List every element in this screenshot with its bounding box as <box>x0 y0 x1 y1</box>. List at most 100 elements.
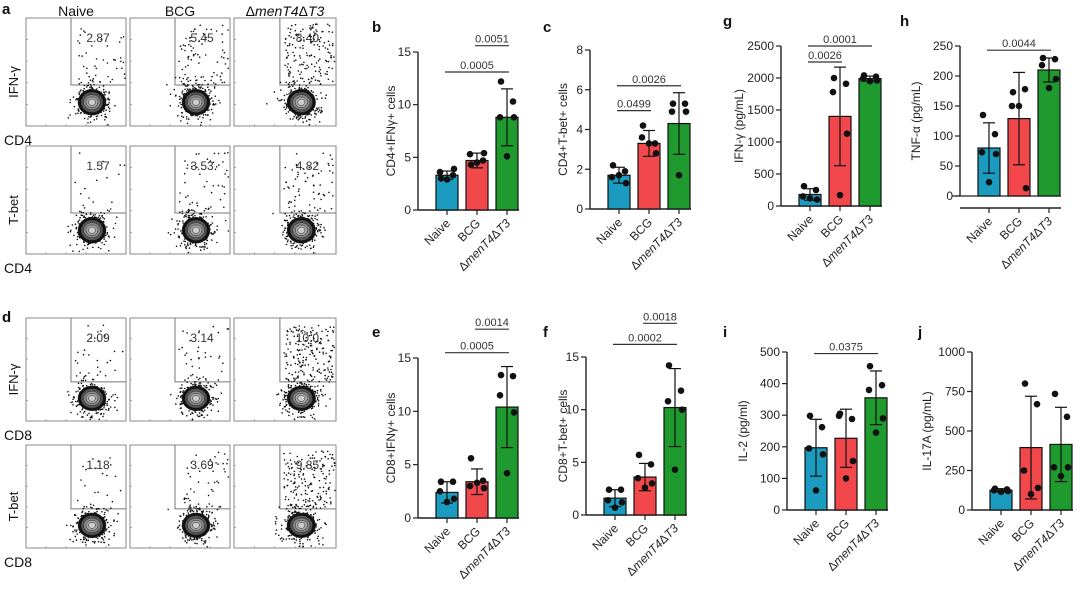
event-dot <box>306 64 308 67</box>
event-dot <box>287 27 290 30</box>
event-dot <box>290 90 292 92</box>
event-dot <box>284 108 287 111</box>
event-dot <box>81 511 83 514</box>
event-dot <box>189 79 192 82</box>
event-dot <box>114 406 116 409</box>
event-dot <box>318 192 321 195</box>
event-dot <box>304 480 307 483</box>
data-point <box>1039 54 1047 62</box>
event-dot <box>287 83 290 85</box>
event-dot <box>320 527 322 529</box>
event-dot <box>310 407 313 410</box>
event-dot <box>297 505 300 508</box>
event-dot <box>316 392 319 394</box>
data-point <box>467 454 475 462</box>
event-dot <box>202 116 204 119</box>
event-dot <box>328 191 330 194</box>
event-dot <box>109 406 112 408</box>
event-dot <box>107 124 109 126</box>
data-point <box>682 108 690 115</box>
event-dot <box>177 223 179 226</box>
event-dot <box>216 508 219 511</box>
event-dot <box>188 539 191 541</box>
event-dot <box>192 30 195 33</box>
event-dot <box>303 382 306 385</box>
event-dot <box>189 510 192 513</box>
event-dot <box>285 391 288 394</box>
event-dot <box>292 51 294 54</box>
event-dot <box>104 391 107 393</box>
event-dot <box>104 113 106 116</box>
event-dot <box>317 492 320 495</box>
flow-plot: 3.53 <box>129 145 231 255</box>
event-dot <box>304 67 306 70</box>
event-dot <box>285 463 287 465</box>
event-dot <box>287 69 290 71</box>
event-dot <box>223 81 226 84</box>
data-point <box>806 195 814 202</box>
event-dot <box>287 186 289 188</box>
event-dot <box>83 87 85 90</box>
data-point <box>1038 61 1046 69</box>
event-dot <box>103 407 105 409</box>
event-dot <box>72 540 74 543</box>
event-dot <box>310 217 313 219</box>
event-dot <box>196 414 199 416</box>
event-dot <box>99 370 102 373</box>
event-dot <box>78 250 81 253</box>
event-dot <box>330 368 332 371</box>
event-dot <box>218 99 220 102</box>
event-dot <box>312 246 315 249</box>
event-dot <box>87 539 90 542</box>
event-dot <box>91 87 93 90</box>
event-dot <box>316 519 319 521</box>
event-dot <box>320 109 323 112</box>
event-dot <box>87 84 90 86</box>
data-point <box>991 130 999 138</box>
y-axis-label: CD4+IFNγ+ cells <box>384 86 398 177</box>
event-dot <box>91 45 93 47</box>
data-point <box>1045 84 1053 92</box>
event-dot <box>284 398 287 401</box>
event-dot <box>313 65 316 68</box>
event-dot <box>207 482 210 484</box>
gate-line <box>70 318 126 383</box>
event-dot <box>278 506 281 508</box>
event-dot <box>215 166 218 168</box>
event-dot <box>327 339 330 342</box>
event-dot <box>204 541 207 544</box>
event-dot <box>214 95 216 97</box>
event-dot <box>277 393 280 395</box>
event-dot <box>189 243 192 246</box>
event-dot <box>305 52 308 54</box>
event-dot <box>289 72 292 74</box>
event-dot <box>290 245 292 247</box>
data-point <box>799 193 807 200</box>
data-point <box>1051 55 1059 63</box>
event-dot <box>328 371 331 373</box>
event-dot <box>113 532 116 535</box>
event-dot <box>300 210 303 212</box>
event-dot <box>314 70 317 72</box>
event-dot <box>325 501 328 504</box>
event-dot <box>322 537 324 539</box>
event-dot <box>306 379 309 382</box>
gate-percentage: 1.18 <box>86 458 110 472</box>
event-dot <box>308 500 311 503</box>
event-dot <box>196 542 198 545</box>
event-dot <box>305 85 308 87</box>
event-dot <box>199 216 201 218</box>
event-dot <box>293 37 295 39</box>
p-value: 0.0026 <box>808 50 842 62</box>
gate-percentage: 3.53 <box>190 159 214 173</box>
gate-percentage: 9.85 <box>296 458 320 472</box>
event-dot <box>214 382 216 385</box>
event-dot <box>89 79 92 81</box>
event-dot <box>310 35 313 38</box>
event-dot <box>194 243 197 245</box>
event-dot <box>333 346 336 349</box>
event-dot <box>96 374 99 376</box>
event-dot <box>221 185 224 187</box>
event-dot <box>89 116 92 118</box>
